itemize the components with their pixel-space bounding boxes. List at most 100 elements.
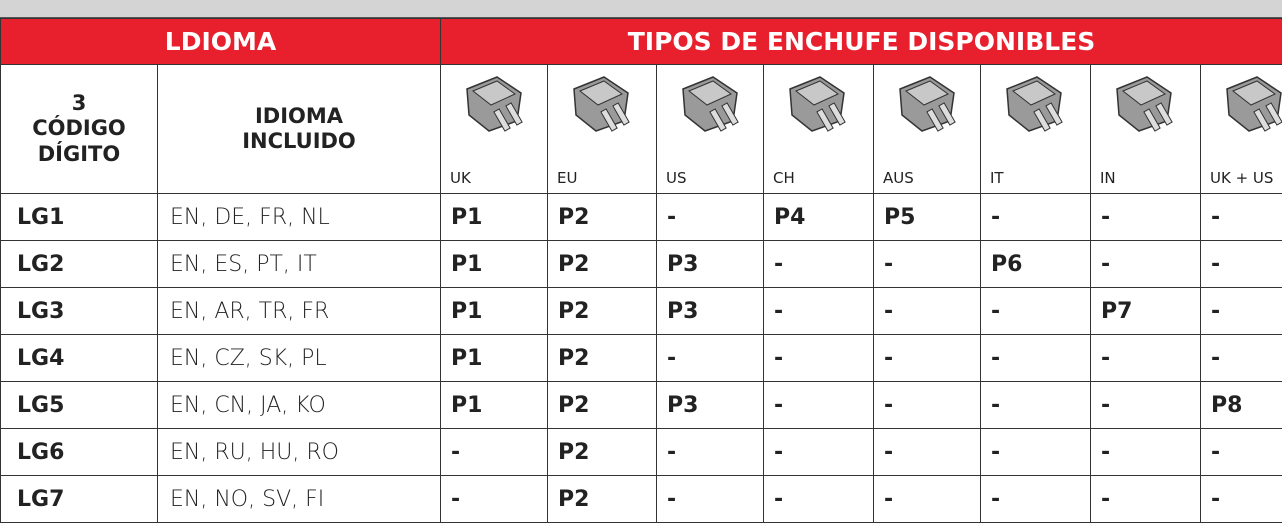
plug-header: IN <box>1090 64 1201 194</box>
cell-lang: EN, CZ, SK, PL <box>157 334 441 382</box>
cell-val: - <box>763 475 874 523</box>
cell-val: - <box>440 428 548 476</box>
plug-label: IN <box>1100 169 1116 187</box>
cell-code: LG3 <box>0 287 158 335</box>
plug-label: UK <box>450 169 471 187</box>
cell-val: - <box>1090 193 1201 241</box>
column-header: 3 CÓDIGO DÍGITO <box>0 64 158 194</box>
cell-val: P1 <box>440 381 548 429</box>
plug-icon <box>899 76 956 132</box>
top-strip <box>0 0 1282 18</box>
cell-val: - <box>873 334 981 382</box>
cell-val: P1 <box>440 334 548 382</box>
cell-val: - <box>763 334 874 382</box>
cell-val: P1 <box>440 193 548 241</box>
cell-val: P2 <box>547 240 657 288</box>
table-row: LG7 EN, NO, SV, FI - P2- - - - - - <box>0 475 1282 523</box>
plug-icon <box>466 76 523 132</box>
cell-lang: EN, ES, PT, IT <box>157 240 441 288</box>
cell-val: - <box>1090 381 1201 429</box>
cell-lang: EN, CN, JA, KO <box>157 381 441 429</box>
cell-val: - <box>873 287 981 335</box>
cell-val: - <box>656 475 764 523</box>
plug-header: UK <box>440 64 548 194</box>
plug-label: US <box>666 169 687 187</box>
header-right: TIPOS DE ENCHUFE DISPONIBLES <box>439 18 1282 65</box>
cell-val: P5 <box>873 193 981 241</box>
plug-table: LDIOMA TIPOS DE ENCHUFE DISPONIBLES 3 CÓ… <box>0 18 1282 523</box>
cell-code: LG6 <box>0 428 158 476</box>
plug-header: IT <box>980 64 1091 194</box>
cell-val: P2 <box>547 334 657 382</box>
cell-val: - <box>1090 475 1201 523</box>
cell-lang: EN, DE, FR, NL <box>157 193 441 241</box>
plug-label: AUS <box>883 169 914 187</box>
plug-header: UK + US <box>1199 64 1282 194</box>
cell-val: P1 <box>440 287 548 335</box>
cell-val: - <box>1199 240 1282 288</box>
plug-header: US <box>656 64 764 194</box>
cell-val: P2 <box>547 475 657 523</box>
cell-val: P2 <box>547 381 657 429</box>
cell-val: - <box>656 193 764 241</box>
table-row: LG4 EN, CZ, SK, PL P1 P2- - - - - - <box>0 334 1282 382</box>
cell-val: - <box>656 428 764 476</box>
cell-val: - <box>980 381 1091 429</box>
cell-val: - <box>1090 334 1201 382</box>
cell-val: P3 <box>656 287 764 335</box>
cell-val: P2 <box>547 193 657 241</box>
plug-icon <box>1226 76 1282 132</box>
cell-val: - <box>873 381 981 429</box>
cell-val: - <box>440 475 548 523</box>
cell-val: P2 <box>547 287 657 335</box>
cell-val: - <box>1199 334 1282 382</box>
plug-label: EU <box>557 169 578 187</box>
cell-val: - <box>873 240 981 288</box>
plug-label: UK + US <box>1210 169 1274 187</box>
table-row: LG6 EN, RU, HU, RO - P2- - - - - - <box>0 428 1282 476</box>
header-left: LDIOMA <box>0 18 441 65</box>
plug-icon <box>1116 76 1173 132</box>
cell-code: LG7 <box>0 475 158 523</box>
cell-val: P7 <box>1090 287 1201 335</box>
plug-header: EU <box>547 64 657 194</box>
table-row: LG5 EN, CN, JA, KO P1 P2 P3- - - - P8 <box>0 381 1282 429</box>
plug-header: AUS <box>873 64 981 194</box>
plug-icon <box>1006 76 1063 132</box>
cell-code: LG2 <box>0 240 158 288</box>
cell-val: - <box>763 381 874 429</box>
cell-lang: EN, RU, HU, RO <box>157 428 441 476</box>
cell-val: - <box>980 193 1091 241</box>
table-row: LG3 EN, AR, TR, FR P1 P2 P3- - - P7- <box>0 287 1282 335</box>
plug-label: IT <box>990 169 1004 187</box>
cell-val: - <box>763 287 874 335</box>
cell-val: P2 <box>547 428 657 476</box>
column-header: IDIOMA INCLUIDO <box>157 64 441 194</box>
cell-val: - <box>1199 287 1282 335</box>
cell-val: P8 <box>1199 381 1282 429</box>
cell-val: P3 <box>656 240 764 288</box>
cell-val: - <box>980 287 1091 335</box>
cell-val: - <box>873 428 981 476</box>
plug-label: CH <box>773 169 795 187</box>
cell-val: - <box>980 428 1091 476</box>
cell-val: P6 <box>980 240 1091 288</box>
cell-val: - <box>763 240 874 288</box>
plug-icon <box>682 76 739 132</box>
cell-val: - <box>1199 475 1282 523</box>
cell-val: - <box>1090 428 1201 476</box>
cell-code: LG1 <box>0 193 158 241</box>
cell-lang: EN, NO, SV, FI <box>157 475 441 523</box>
plug-header: CH <box>763 64 874 194</box>
cell-val: - <box>980 334 1091 382</box>
cell-val: P3 <box>656 381 764 429</box>
table-row: LG1 EN, DE, FR, NL P1 P2- P4 P5- - - <box>0 193 1282 241</box>
cell-val: P4 <box>763 193 874 241</box>
cell-val: - <box>980 475 1091 523</box>
cell-val: - <box>1199 193 1282 241</box>
cell-val: - <box>873 475 981 523</box>
cell-code: LG5 <box>0 381 158 429</box>
cell-val: - <box>763 428 874 476</box>
cell-val: - <box>1199 428 1282 476</box>
